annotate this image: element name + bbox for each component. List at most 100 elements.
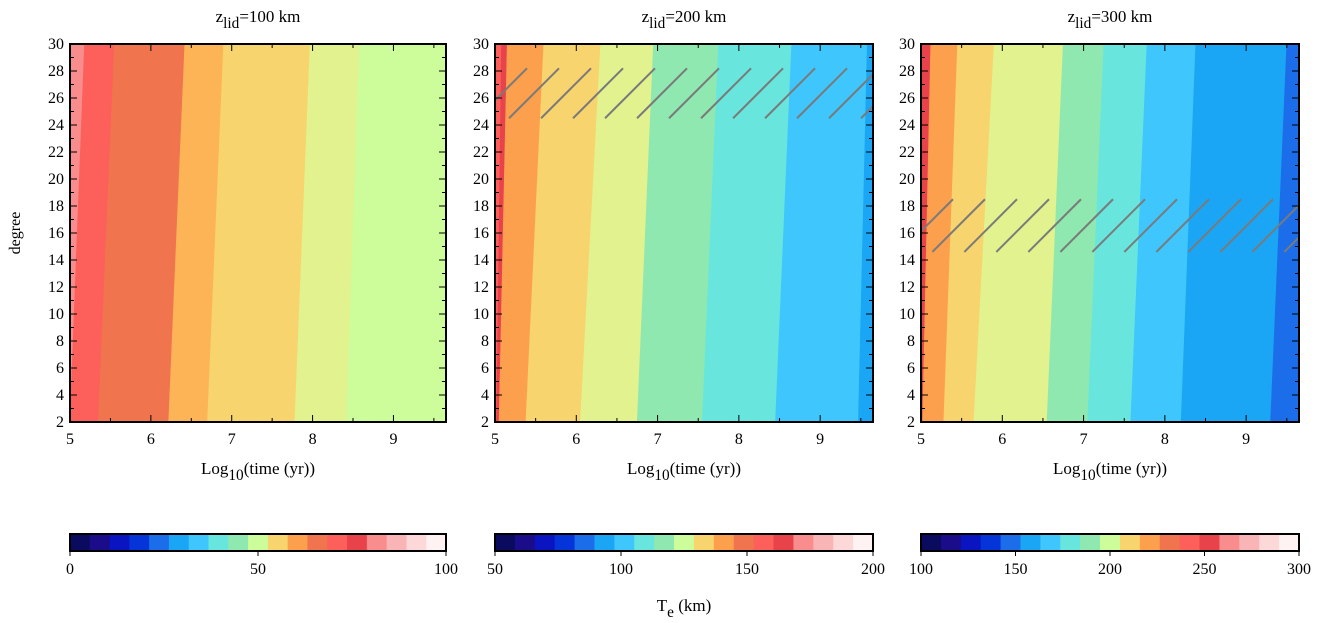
hatch-line (508, 67, 560, 119)
y-tick-label: 2 (481, 414, 489, 431)
y-tick-label: 12 (48, 279, 64, 296)
hatch-line (668, 67, 720, 119)
y-tick-label: 24 (48, 117, 64, 134)
colorbar-cell (713, 534, 735, 551)
colorbar-cell (574, 534, 595, 551)
colorbar-cell (940, 534, 962, 551)
y-tick-label: 16 (48, 225, 64, 242)
colorbar-cell (514, 534, 536, 551)
colorbar-cell (960, 534, 982, 551)
x-tick-label: 5 (917, 431, 925, 448)
hatch-line (995, 198, 1050, 253)
colorbar-cell (426, 534, 447, 551)
colorbar-cell (1119, 534, 1141, 551)
x-tick-label: 8 (735, 431, 743, 448)
y-tick-label: 14 (473, 252, 489, 269)
colorbar-cell (921, 534, 942, 551)
colorbar-tick-label: 150 (735, 561, 759, 578)
colorbar-cell (693, 534, 715, 551)
colorbar-cell (188, 534, 210, 551)
colorbar-cell (534, 534, 556, 551)
hatch-line (796, 67, 848, 119)
colorbar-frame (494, 533, 874, 552)
contour-band (346, 44, 446, 422)
colorbar-cell (287, 534, 308, 551)
colorbar-cell (980, 534, 1002, 551)
colorbar-cell (149, 534, 170, 551)
y-tick-label: 22 (48, 144, 64, 161)
x-tick-label: 5 (66, 431, 74, 448)
panel-2: 5 6 7 8 924681012141618202224262830zlid=200 … (473, 7, 885, 578)
hatch-line (1059, 198, 1114, 253)
plot-area (495, 44, 873, 422)
colorbar-cell (753, 534, 775, 551)
colorbar-cell (1159, 534, 1181, 551)
hatch-line (963, 198, 1018, 253)
y-tick-label: 12 (899, 279, 915, 296)
y-tick-label: 8 (481, 333, 489, 350)
colorbar-cell (813, 534, 834, 551)
colorbar-cell (386, 534, 407, 551)
x-tick-label: 6 (998, 431, 1006, 448)
y-tick-label: 6 (907, 360, 915, 377)
panel-title: zlid=300 km (1068, 7, 1153, 32)
y-tick-label: 26 (473, 90, 489, 107)
x-tick-label: 7 (654, 431, 662, 448)
contour-band (294, 44, 360, 422)
colorbar-cell (1040, 534, 1061, 551)
hatch-line (572, 67, 624, 119)
colorbar-cell (614, 534, 635, 551)
colorbar-cell (129, 534, 150, 551)
colorbar-cell (1080, 534, 1101, 551)
y-axis-label: degree (7, 212, 24, 255)
colorbar-cell (1020, 534, 1041, 551)
colorbar-cell (654, 534, 675, 551)
y-tick-label: 20 (899, 171, 915, 188)
hatch-line (540, 67, 592, 119)
colorbar-cell (1000, 534, 1021, 551)
colorbar-tick-label: 50 (250, 561, 266, 578)
contour-band (943, 44, 995, 422)
colorbar-cell (1060, 534, 1081, 551)
contour-band (636, 44, 719, 422)
colorbar-cell (89, 534, 111, 551)
colorbar-cell (1239, 534, 1260, 551)
y-tick-label: 30 (899, 36, 915, 53)
contour-band (168, 44, 224, 422)
colorbar-cell (1259, 534, 1280, 551)
y-tick-label: 24 (899, 117, 915, 134)
x-axis-label: Log10(time (yr)) (627, 459, 741, 484)
colorbar-cell (793, 534, 814, 551)
y-tick-label: 18 (899, 198, 915, 215)
colorbar-cell (267, 534, 289, 551)
contour-band (1046, 44, 1105, 422)
hatch-line (921, 198, 954, 233)
colorbar-cell (366, 534, 388, 551)
hatch-line (828, 72, 873, 119)
y-tick-label: 2 (907, 414, 915, 431)
y-tick-label: 4 (481, 387, 489, 404)
hatch-line (764, 67, 816, 119)
contour-band (1180, 44, 1288, 422)
colorbar-cell (70, 534, 91, 551)
hatch-line (1219, 198, 1274, 253)
colorbar-tick-label: 300 (1287, 561, 1311, 578)
y-tick-label: 24 (473, 117, 489, 134)
y-tick-label: 16 (899, 225, 915, 242)
y-tick-label: 4 (56, 387, 64, 404)
y-tick-label: 6 (56, 360, 64, 377)
y-tick-label: 28 (899, 63, 915, 80)
contour-band (98, 44, 186, 422)
hatch-line (604, 67, 656, 119)
colorbar-cell (833, 534, 854, 551)
y-tick-label: 10 (48, 306, 64, 323)
contour-band (922, 44, 958, 422)
y-tick-label: 10 (473, 306, 489, 323)
colorbar-tick-label: 100 (609, 561, 633, 578)
y-tick-label: 18 (48, 198, 64, 215)
colorbar-cell (406, 534, 427, 551)
colorbar-cell (168, 534, 190, 551)
x-tick-label: 9 (816, 431, 824, 448)
y-tick-label: 14 (48, 252, 64, 269)
